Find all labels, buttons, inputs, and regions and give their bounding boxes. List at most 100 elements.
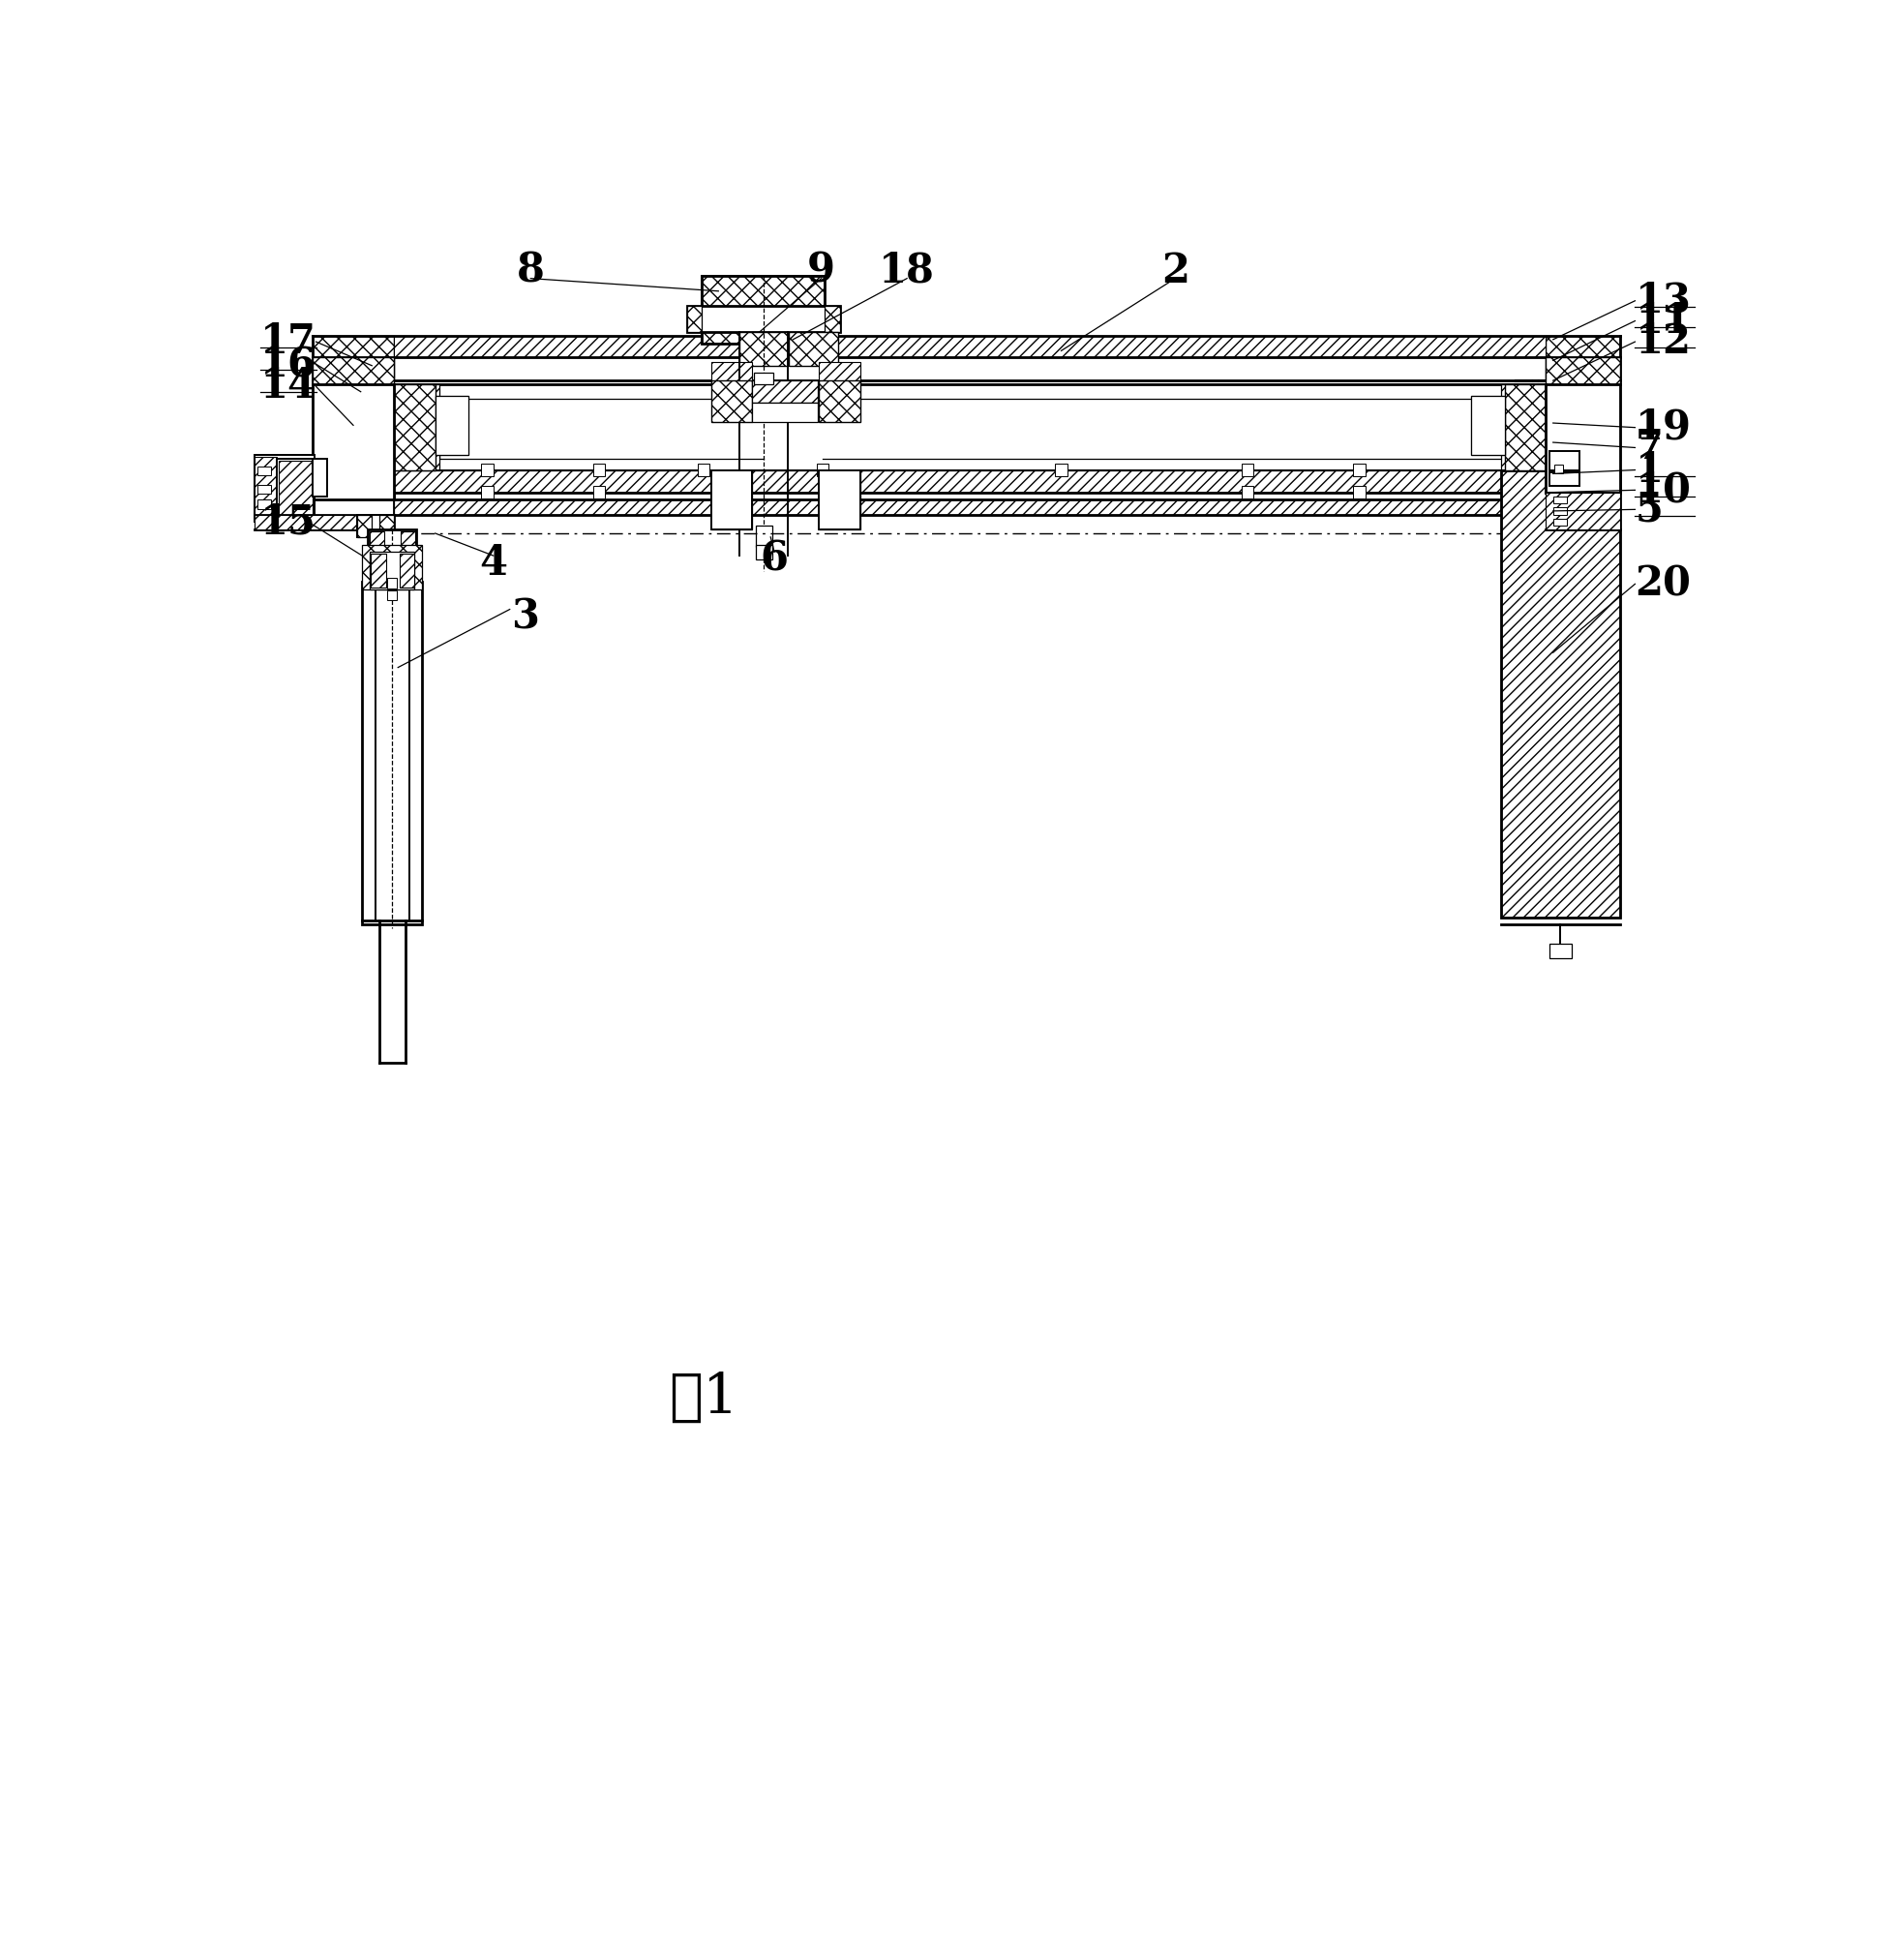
Text: 10: 10	[1635, 470, 1691, 510]
Bar	[379, 515, 394, 537]
Bar	[258, 515, 271, 523]
Bar	[1354, 465, 1366, 476]
Bar	[752, 380, 818, 404]
Bar	[313, 335, 394, 380]
Bar	[313, 357, 394, 461]
Text: 2: 2	[1161, 251, 1189, 292]
Bar	[1354, 486, 1366, 498]
Bar	[256, 457, 277, 521]
Bar	[1555, 465, 1563, 474]
Bar	[697, 465, 710, 476]
Bar	[1549, 943, 1572, 958]
Bar	[367, 529, 417, 586]
Text: 12: 12	[1635, 321, 1691, 363]
Text: 5: 5	[1635, 490, 1663, 529]
Bar	[1546, 384, 1619, 492]
Bar	[1546, 357, 1619, 461]
Bar	[436, 396, 470, 455]
Text: 18: 18	[879, 251, 936, 292]
Text: 6: 6	[759, 539, 788, 580]
Bar	[1055, 465, 1066, 476]
Bar	[400, 531, 415, 584]
Bar	[313, 384, 394, 500]
Bar	[313, 384, 394, 500]
Bar	[1553, 508, 1566, 515]
Bar	[593, 486, 606, 498]
Bar	[688, 306, 839, 331]
Bar	[1504, 384, 1546, 470]
Bar	[790, 331, 837, 367]
Bar	[1500, 470, 1619, 917]
Bar	[1472, 396, 1504, 455]
Text: 14: 14	[259, 367, 316, 408]
Bar	[710, 380, 752, 421]
Bar	[436, 396, 470, 455]
Bar	[1549, 451, 1580, 470]
Bar	[369, 553, 415, 590]
Bar	[818, 363, 860, 384]
Bar	[356, 515, 371, 537]
Bar	[754, 372, 773, 384]
Bar	[710, 363, 752, 384]
Bar	[826, 306, 839, 331]
Bar	[394, 384, 436, 470]
Text: 1: 1	[1635, 449, 1663, 490]
Text: 16: 16	[259, 343, 316, 384]
Bar	[1500, 384, 1546, 470]
Bar	[481, 465, 492, 476]
Bar	[258, 484, 271, 494]
Bar	[1553, 496, 1566, 504]
Text: 9: 9	[807, 251, 835, 292]
Bar	[258, 500, 271, 510]
Bar	[277, 459, 314, 517]
Bar	[818, 470, 860, 529]
Bar	[756, 545, 773, 559]
Bar	[1242, 486, 1254, 498]
Text: 11: 11	[1635, 300, 1691, 341]
Bar	[386, 590, 398, 600]
Text: 7: 7	[1635, 427, 1663, 468]
Text: 15: 15	[259, 502, 316, 543]
Bar	[710, 470, 752, 529]
Bar	[1500, 470, 1619, 917]
Bar	[256, 455, 314, 521]
Bar	[371, 553, 386, 588]
Bar	[1553, 517, 1566, 525]
Bar	[593, 465, 606, 476]
Bar	[362, 545, 422, 590]
Bar	[1472, 396, 1504, 455]
Bar	[1546, 384, 1619, 492]
Text: 3: 3	[511, 596, 538, 637]
Bar	[394, 500, 1546, 515]
Bar	[394, 470, 1546, 492]
Bar	[258, 466, 271, 474]
Bar	[816, 465, 830, 476]
Bar	[818, 380, 860, 421]
Text: 4: 4	[479, 543, 508, 584]
Bar	[1549, 472, 1580, 486]
Text: 17: 17	[259, 321, 316, 363]
Bar	[400, 553, 415, 588]
Bar	[756, 525, 773, 547]
Text: 19: 19	[1635, 408, 1691, 447]
Bar	[703, 276, 826, 343]
Text: 8: 8	[517, 251, 545, 292]
Bar	[710, 470, 752, 529]
Bar	[369, 531, 384, 584]
Bar	[481, 486, 492, 498]
Bar	[278, 461, 313, 517]
Bar	[1546, 492, 1619, 529]
Bar	[386, 578, 398, 588]
Bar	[394, 384, 439, 470]
Bar	[1242, 465, 1254, 476]
Bar	[362, 582, 422, 925]
Bar	[752, 404, 818, 421]
Bar	[703, 276, 826, 343]
Text: 图1: 图1	[669, 1370, 739, 1425]
Bar	[739, 331, 788, 367]
Bar	[394, 335, 1546, 357]
Bar	[313, 459, 328, 496]
Text: 20: 20	[1635, 564, 1691, 604]
Text: 13: 13	[1635, 280, 1691, 321]
Bar	[688, 306, 703, 331]
